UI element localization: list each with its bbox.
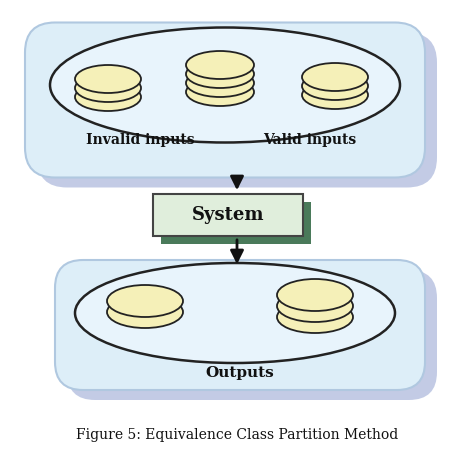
Ellipse shape bbox=[302, 81, 368, 109]
FancyBboxPatch shape bbox=[25, 22, 425, 177]
Text: Outputs: Outputs bbox=[206, 366, 274, 380]
FancyBboxPatch shape bbox=[67, 270, 437, 400]
Ellipse shape bbox=[302, 63, 368, 91]
Text: System: System bbox=[192, 206, 264, 224]
Ellipse shape bbox=[277, 301, 353, 333]
FancyBboxPatch shape bbox=[153, 194, 303, 236]
Ellipse shape bbox=[277, 279, 353, 311]
Ellipse shape bbox=[75, 263, 395, 363]
Ellipse shape bbox=[302, 72, 368, 100]
Ellipse shape bbox=[107, 285, 183, 317]
Ellipse shape bbox=[107, 296, 183, 328]
Ellipse shape bbox=[186, 51, 254, 79]
Text: Figure 5: Equivalence Class Partition Method: Figure 5: Equivalence Class Partition Me… bbox=[76, 428, 398, 442]
Ellipse shape bbox=[186, 69, 254, 97]
Ellipse shape bbox=[186, 60, 254, 88]
FancyBboxPatch shape bbox=[37, 32, 437, 187]
Ellipse shape bbox=[277, 290, 353, 322]
FancyBboxPatch shape bbox=[161, 202, 311, 244]
Ellipse shape bbox=[75, 74, 141, 102]
Ellipse shape bbox=[186, 78, 254, 106]
Text: Valid inputs: Valid inputs bbox=[264, 133, 356, 147]
FancyBboxPatch shape bbox=[55, 260, 425, 390]
Ellipse shape bbox=[75, 65, 141, 93]
Ellipse shape bbox=[50, 27, 400, 142]
Ellipse shape bbox=[75, 83, 141, 111]
Text: Invalid inputs: Invalid inputs bbox=[86, 133, 194, 147]
